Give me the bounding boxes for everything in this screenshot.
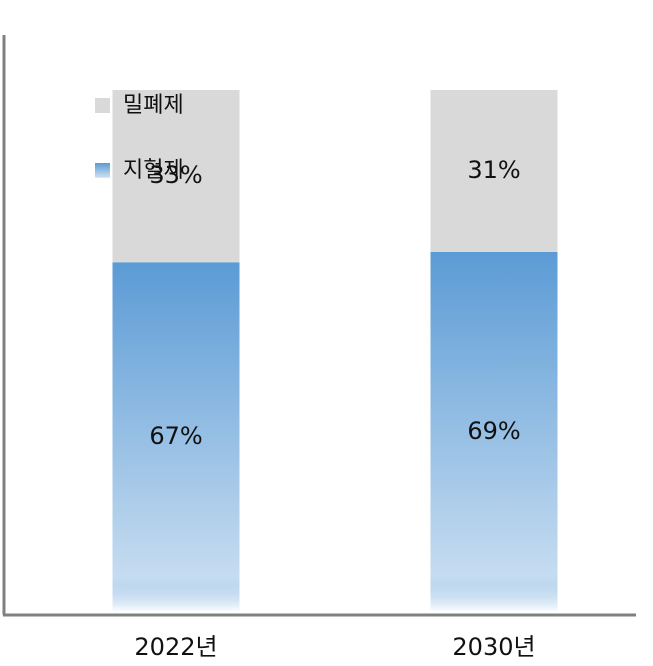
data-value: 31 bbox=[467, 156, 498, 184]
bar-segment bbox=[112, 90, 240, 263]
legend-swatch bbox=[95, 98, 110, 113]
legend-swatch bbox=[95, 163, 110, 178]
data-value: 67 bbox=[149, 422, 180, 450]
data-value: 69 bbox=[467, 417, 498, 445]
legend-label: 지혈제 bbox=[123, 158, 184, 183]
data-label: 69% bbox=[467, 417, 520, 445]
data-label: 67% bbox=[149, 422, 202, 450]
legend-label: 밀폐제 bbox=[123, 93, 184, 118]
bar-segment bbox=[430, 90, 558, 252]
bar-segment bbox=[112, 262, 240, 612]
data-label: 33% bbox=[149, 161, 202, 189]
bar-segment bbox=[430, 251, 558, 612]
data-label: 31% bbox=[467, 156, 520, 184]
data-value: 33 bbox=[149, 161, 180, 189]
x-tick-label: 2030년 bbox=[452, 633, 535, 661]
x-tick-label: 2022년 bbox=[134, 633, 217, 661]
